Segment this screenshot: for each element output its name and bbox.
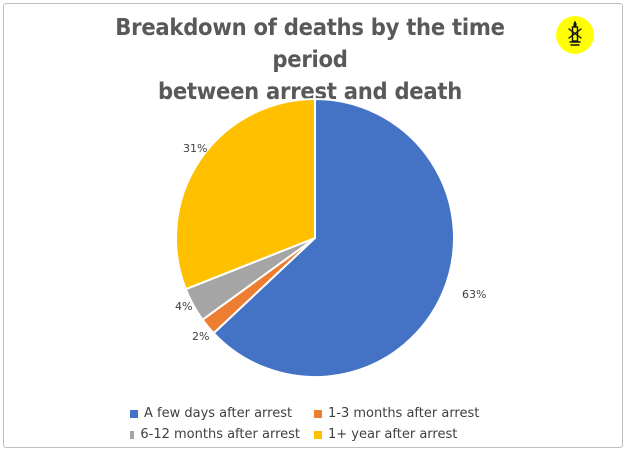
legend-item: A few days after arrest	[130, 406, 300, 421]
legend-swatch	[314, 409, 322, 418]
legend-swatch	[130, 430, 135, 439]
pie-slice	[175, 97, 316, 291]
legend-item: 1+ year after arrest	[314, 427, 457, 442]
legend-label: 1+ year after arrest	[328, 427, 458, 442]
chart-title: Breakdown of deaths by the time period b…	[80, 12, 540, 108]
data-label: 4%	[175, 300, 192, 313]
legend-label: A few days after arrest	[144, 406, 293, 421]
pie-slice	[212, 97, 455, 378]
legend-swatch	[130, 409, 138, 418]
amnesty-candle-icon	[556, 16, 594, 54]
legend-swatch	[314, 430, 322, 439]
legend-item: 1-3 months after arrest	[314, 406, 479, 421]
chart-title-line-1: Breakdown of deaths by the time period	[115, 15, 505, 73]
legend-item: 6-12 months after arrest	[130, 427, 300, 442]
data-label: 31%	[183, 142, 207, 155]
data-label: 2%	[192, 330, 209, 343]
legend: A few days after arrest 1-3 months after…	[130, 403, 530, 445]
legend-label: 6-12 months after arrest	[140, 427, 300, 442]
legend-label: 1-3 months after arrest	[328, 406, 480, 421]
data-label: 63%	[462, 288, 486, 301]
